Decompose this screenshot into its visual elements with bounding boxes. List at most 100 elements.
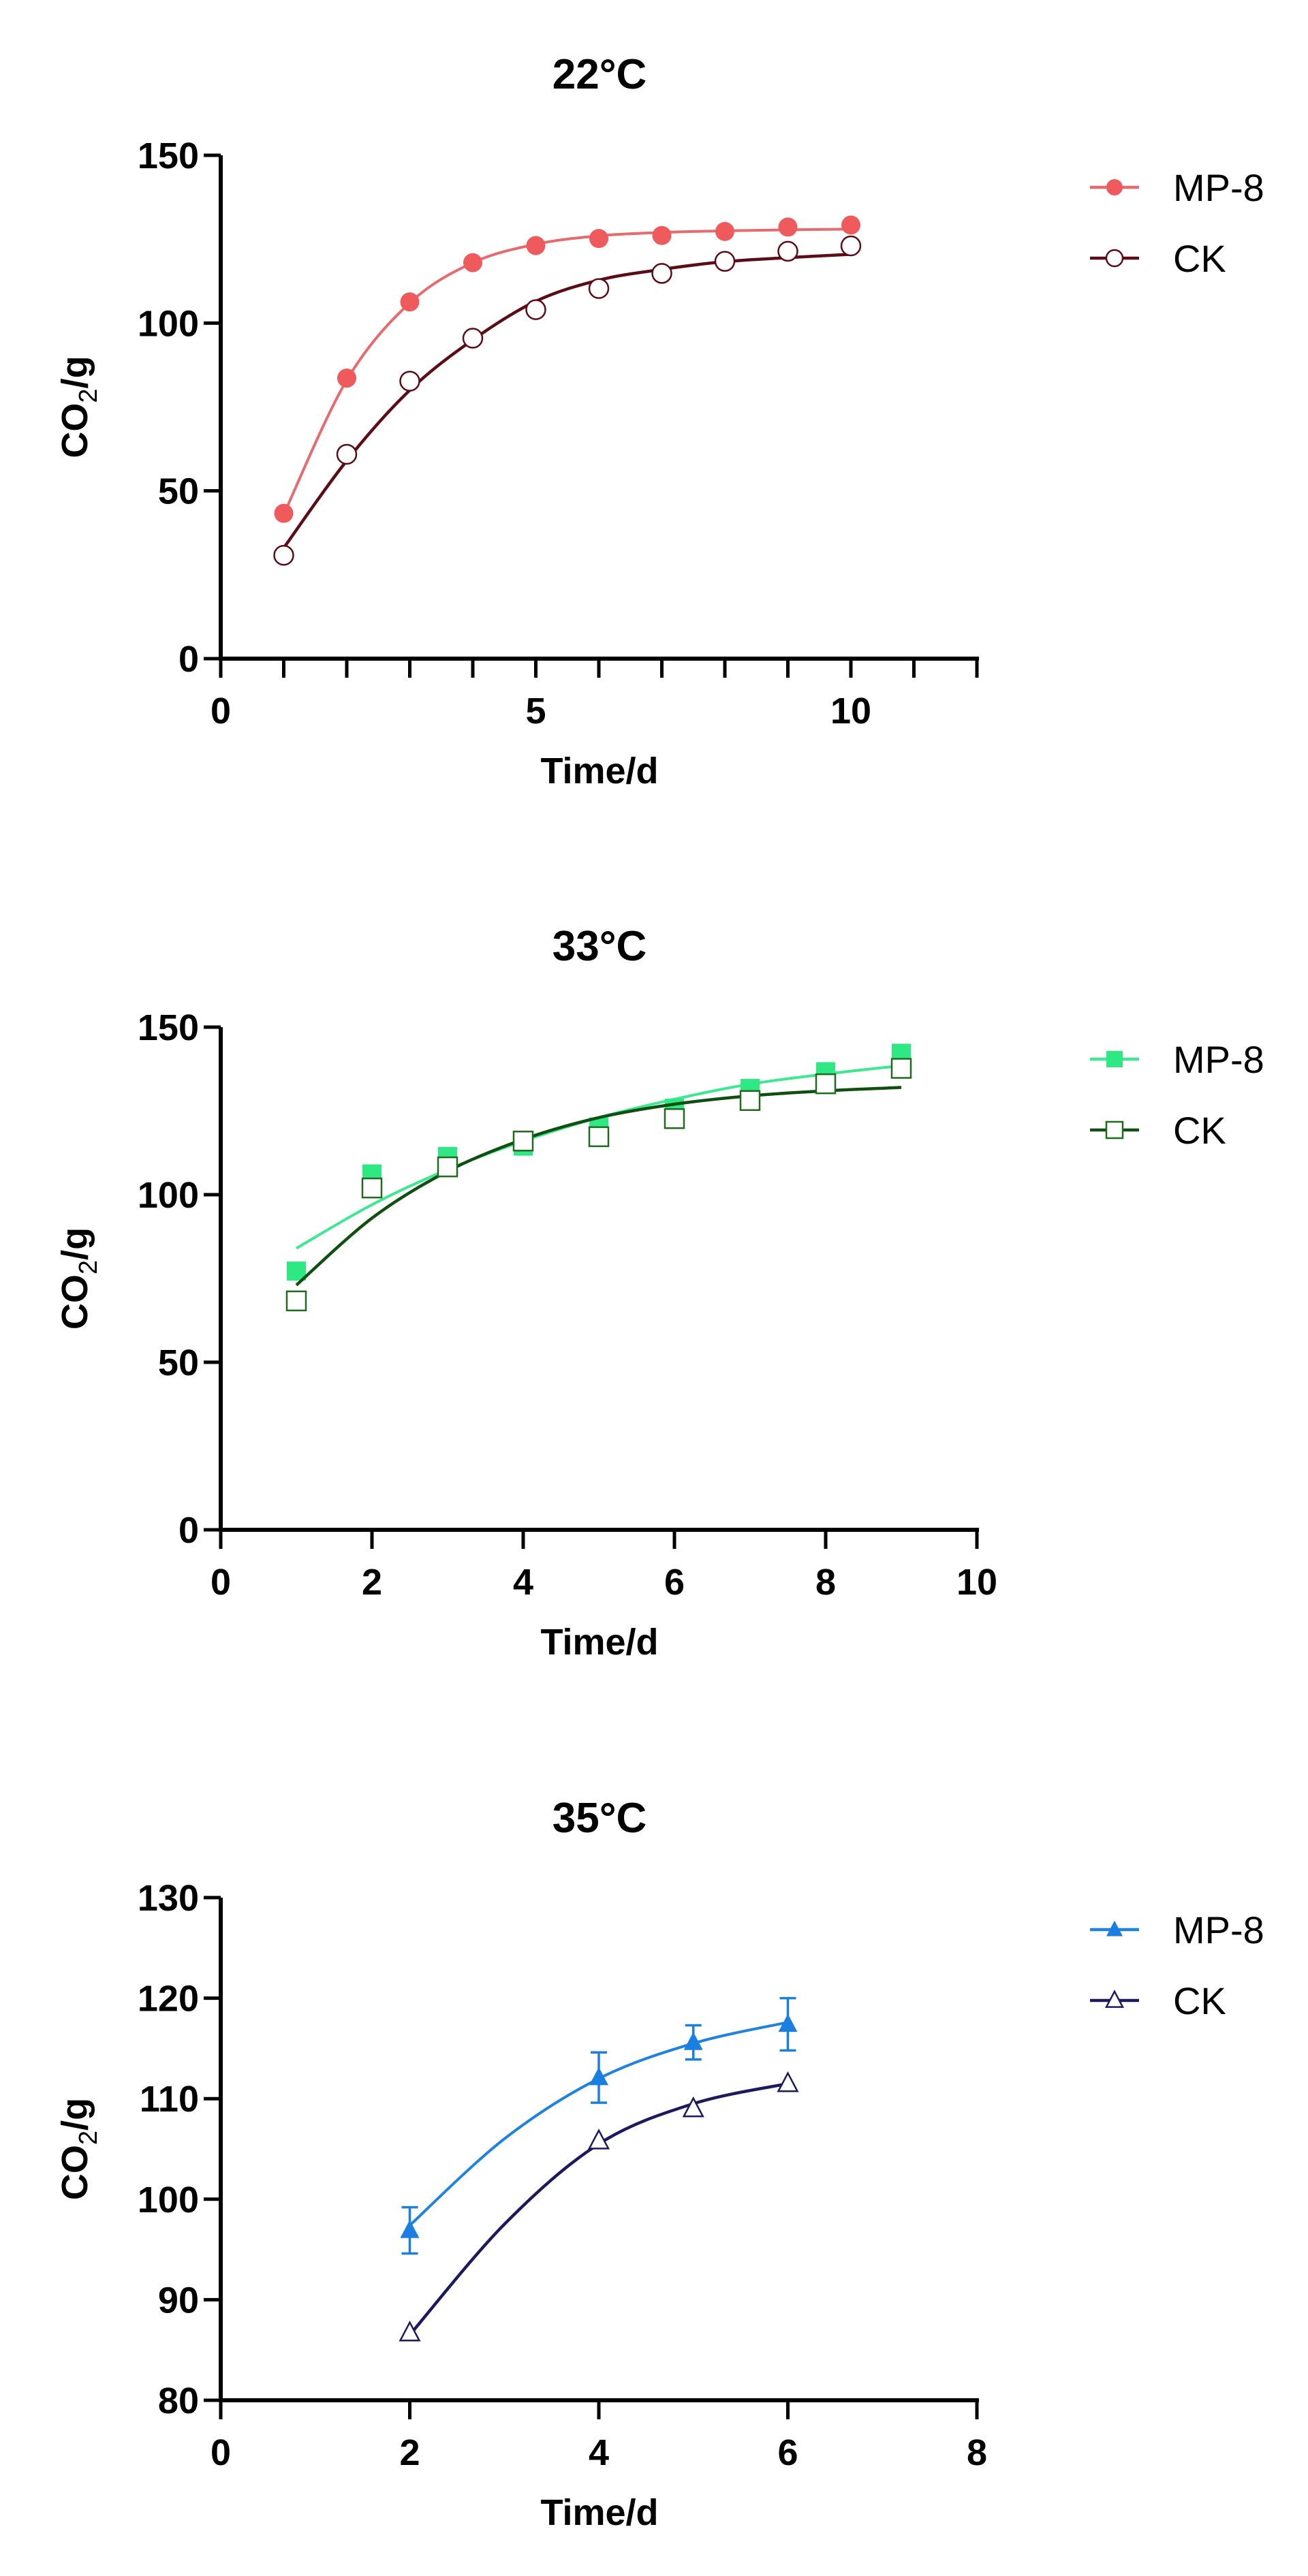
y-axis-label-tail: /g	[54, 2098, 95, 2131]
y-axis-label-main: CO	[54, 2145, 95, 2200]
data-point	[652, 225, 672, 245]
legend-marker	[1106, 1051, 1123, 1067]
y-tick-label: 50	[158, 1342, 199, 1383]
y-tick-label: 80	[158, 2381, 199, 2421]
y-axis-label-main: CO	[54, 403, 95, 458]
chart-title: 33°C	[552, 923, 647, 970]
data-point	[683, 2032, 703, 2050]
y-tick-label: 100	[138, 1175, 199, 1216]
x-tick-label: 8	[815, 1562, 836, 1603]
y-tick-label: 120	[138, 1979, 199, 2020]
data-point	[462, 328, 484, 349]
y-axis-label-tail: /g	[54, 1227, 95, 1260]
data-point	[399, 371, 420, 392]
data-point	[399, 2321, 421, 2342]
chart-title: 22°C	[552, 51, 647, 98]
data-point	[463, 253, 482, 272]
x-tick-label: 0	[211, 691, 231, 732]
chart-0: 22°C 0 50 100 150 0 5 10 Time/d CO2/g MP-8 CK	[54, 51, 1264, 791]
y-tick-label: 110	[140, 2079, 199, 2120]
series-mp-8: MP-8	[400, 1909, 1264, 2255]
data-point	[739, 1090, 761, 1111]
x-axis-label: Time/d	[540, 2492, 658, 2533]
data-point	[274, 503, 294, 523]
data-point	[651, 263, 672, 284]
data-point	[400, 292, 420, 312]
legend-marker	[1106, 1920, 1123, 1936]
y-tick-label: 0	[178, 639, 199, 680]
chart-title: 35°C	[552, 1795, 647, 1842]
x-tick-label: 8	[967, 2432, 987, 2473]
data-point	[840, 235, 862, 257]
data-point	[273, 545, 294, 566]
data-point	[525, 299, 546, 320]
legend-label: CK	[1173, 1109, 1226, 1152]
legend-marker	[1106, 179, 1123, 195]
x-tick-label: 0	[211, 1562, 231, 1603]
fit-curve	[282, 253, 852, 549]
data-point	[778, 217, 798, 237]
y-tick-label: 130	[138, 1878, 199, 1919]
data-point	[777, 240, 798, 262]
data-point	[682, 2096, 704, 2118]
data-point	[778, 2013, 798, 2032]
legend-label: MP-8	[1173, 1038, 1264, 1081]
legend-label: MP-8	[1173, 1909, 1264, 1951]
x-tick-label: 5	[525, 691, 546, 732]
fit-curve	[408, 2082, 788, 2336]
x-tick-label: 10	[830, 691, 871, 732]
y-tick-label: 50	[158, 471, 199, 512]
x-tick-label: 10	[956, 1562, 997, 1603]
x-tick-label: 0	[211, 2432, 231, 2473]
data-point	[890, 1058, 912, 1079]
series-ck: CK	[285, 1058, 1226, 1312]
data-point	[777, 2071, 799, 2092]
data-point	[715, 221, 734, 241]
y-tick-label: 0	[178, 1510, 199, 1551]
x-tick-label: 2	[362, 1562, 382, 1603]
y-axis-label-tail: /g	[54, 356, 95, 388]
legend-marker	[1105, 1120, 1124, 1140]
x-tick-label: 6	[664, 1562, 685, 1603]
data-point	[815, 1073, 837, 1095]
data-point	[588, 278, 610, 299]
y-tick-label: 100	[138, 303, 199, 344]
y-tick-label: 90	[158, 2280, 199, 2321]
series-ck: CK	[273, 235, 1226, 566]
fit-curve	[295, 1086, 902, 1287]
y-tick-label: 100	[138, 2180, 199, 2220]
y-tick-label: 150	[138, 136, 199, 176]
y-axis-label-sub: 2	[74, 388, 103, 403]
y-axis-label: CO2/g	[54, 1227, 103, 1330]
legend-label: CK	[1173, 1979, 1226, 2022]
legend-marker	[1104, 1990, 1125, 2008]
fit-curve	[282, 227, 852, 516]
chart-2: 35°C 80 90 100 110 120 130 0 2 4 6 8 Time/d CO2/g MP-8…	[54, 1795, 1264, 2533]
data-point	[526, 236, 546, 255]
y-axis-label-sub: 2	[74, 1260, 103, 1274]
data-point	[841, 215, 860, 235]
legend-label: CK	[1173, 237, 1226, 280]
x-axis-label: Time/d	[540, 1622, 658, 1663]
data-point	[714, 251, 736, 272]
y-axis-label-sub: 2	[74, 2131, 103, 2145]
y-axis-label: CO2/g	[54, 2098, 103, 2200]
data-point	[437, 1156, 458, 1178]
data-point	[664, 1108, 685, 1129]
series-mp-8: MP-8	[274, 166, 1264, 523]
data-point	[336, 443, 358, 465]
y-tick-label: 150	[138, 1007, 199, 1048]
data-point	[361, 1177, 383, 1199]
data-point	[512, 1131, 534, 1152]
x-tick-label: 4	[589, 2432, 609, 2473]
x-tick-label: 4	[513, 1562, 533, 1603]
y-axis-label-main: CO	[54, 1274, 95, 1330]
y-axis-label: CO2/g	[54, 356, 103, 458]
legend-label: MP-8	[1173, 166, 1264, 209]
x-tick-label: 6	[777, 2432, 798, 2473]
series-mp-8: MP-8	[287, 1038, 1264, 1281]
x-axis-label: Time/d	[540, 751, 658, 791]
data-point	[400, 2220, 420, 2238]
